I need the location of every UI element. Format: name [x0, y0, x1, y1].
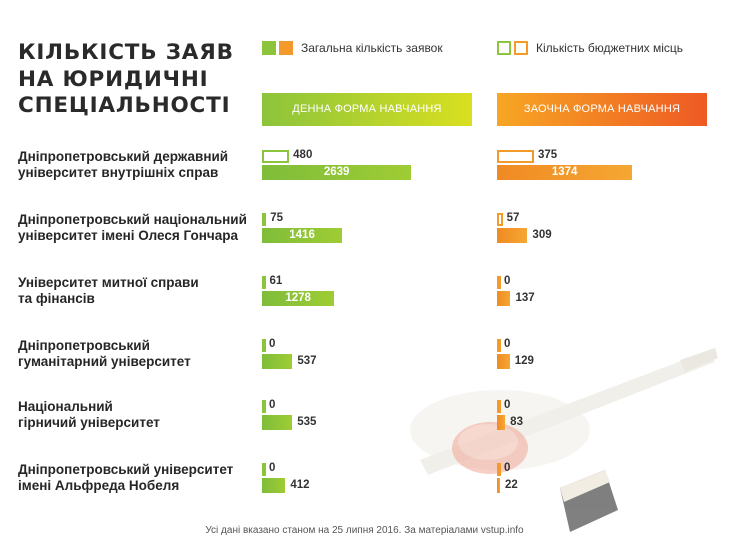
total-value-label-ext: 137	[515, 292, 535, 304]
university-label-line: Дніпропетровський університет	[18, 462, 234, 477]
budget-bar-ext	[497, 400, 501, 413]
total-value-label-day: 537	[297, 355, 317, 367]
budget-value-label-ext: 0	[504, 462, 511, 474]
total-value-label-ext: 83	[510, 416, 523, 428]
total-bar-day	[262, 354, 293, 369]
university-label: Дніпропетровський гуманітарний університе…	[18, 338, 258, 370]
budget-bar-day	[262, 213, 267, 226]
total-bar-ext	[497, 478, 500, 493]
total-value-label-ext: 22	[505, 479, 518, 491]
header-extramural-form: ЗАОЧНА ФОРМА НАВЧАННЯ	[497, 93, 707, 126]
university-label-line: імені Альфреда Нобеля	[18, 478, 180, 493]
legend-total-label: Загальна кількість заявок	[301, 41, 443, 55]
budget-value-label-ext: 57	[506, 212, 520, 224]
page-title: КІЛЬКІСТЬ ЗАЯВ НА ЮРИДИЧНІ СПЕЦІАЛЬНОСТІ	[18, 40, 234, 118]
university-label-line: університет внутрішніх справ	[18, 165, 219, 180]
university-label: Дніпропетровський державний університет в…	[18, 149, 258, 181]
legend-budget-orange-swatch	[514, 41, 528, 55]
total-bar-ext	[497, 228, 528, 243]
total-value-label-ext: 309	[532, 229, 552, 241]
budget-value-label-ext: 0	[504, 275, 511, 287]
university-label-line: гуманітарний університет	[18, 354, 191, 369]
university-label: Дніпропетровський університет імені Альфр…	[18, 462, 258, 494]
budget-bar-ext	[497, 276, 501, 289]
university-label-line: університет імені Олеся Гончара	[18, 228, 238, 243]
total-value-label-ext: 129	[514, 355, 534, 367]
budget-bar-day	[262, 400, 266, 413]
total-value-label-day: 2639	[323, 166, 350, 178]
budget-bar-day	[262, 463, 266, 476]
total-bar-ext	[497, 354, 510, 369]
legend-budget-green-swatch	[497, 41, 511, 55]
pencil-eraser-illustration	[410, 348, 718, 532]
total-bar-ext	[497, 415, 506, 430]
footer-note: Усі дані вказано станом на 25 липня 2016…	[205, 525, 524, 536]
total-bar-day	[262, 165, 412, 180]
total-bar-day	[262, 228, 343, 243]
budget-value-label-day: 61	[269, 275, 283, 287]
total-value-label-ext: 1374	[551, 166, 578, 178]
budget-value-label-day: 0	[269, 338, 276, 350]
university-label: Дніпропетровський національний університе…	[18, 212, 258, 244]
university-label-line: гірничий університет	[18, 415, 160, 430]
total-bar-ext	[497, 165, 633, 180]
budget-bar-day	[262, 276, 266, 289]
university-label: Університет митної справи та фінансів	[18, 275, 258, 307]
university-label-line: Дніпропетровський національний	[18, 212, 247, 227]
budget-value-label-day: 75	[270, 212, 284, 224]
total-value-label-day: 1416	[289, 229, 315, 241]
budget-bar-day	[262, 339, 266, 352]
budget-value-label-ext: 0	[504, 399, 511, 411]
total-bar-ext	[497, 291, 511, 306]
legend-total-green-swatch	[262, 41, 276, 55]
total-bar-day	[262, 291, 335, 306]
budget-bar-day	[262, 150, 290, 163]
total-value-label-day: 1278	[285, 292, 311, 304]
total-bar-day	[262, 478, 286, 493]
header-day-form: ДЕННА ФОРМА НАВЧАННЯ	[262, 93, 472, 126]
total-bar-day	[262, 415, 293, 430]
budget-value-label-day: 480	[293, 149, 313, 161]
university-label: Національний гірничий університет	[18, 399, 258, 431]
university-label-line: та фінансів	[18, 291, 95, 306]
university-label-line: Університет митної справи	[18, 275, 199, 290]
budget-bar-ext	[497, 463, 501, 476]
legend-budget-label: Кількість бюджетних місць	[536, 41, 684, 55]
budget-bar-ext	[497, 339, 501, 352]
legend-budget: Кількість бюджетних місць	[497, 40, 683, 56]
legend-total-orange-swatch	[279, 41, 293, 55]
budget-value-label-ext: 375	[537, 149, 558, 161]
budget-value-label-ext: 0	[504, 338, 511, 350]
budget-bar-ext	[497, 150, 534, 163]
budget-value-label-day: 0	[269, 462, 276, 474]
total-value-label-day: 535	[297, 416, 317, 428]
university-label-line: Дніпропетровський	[18, 338, 150, 353]
university-label-line: Національний	[18, 399, 113, 414]
budget-value-label-day: 0	[269, 399, 276, 411]
budget-bar-ext	[497, 213, 503, 226]
university-label-line: Дніпропетровський державний	[18, 149, 229, 164]
total-value-label-day: 412	[290, 479, 310, 491]
legend-total: Загальна кількість заявок	[262, 40, 443, 56]
